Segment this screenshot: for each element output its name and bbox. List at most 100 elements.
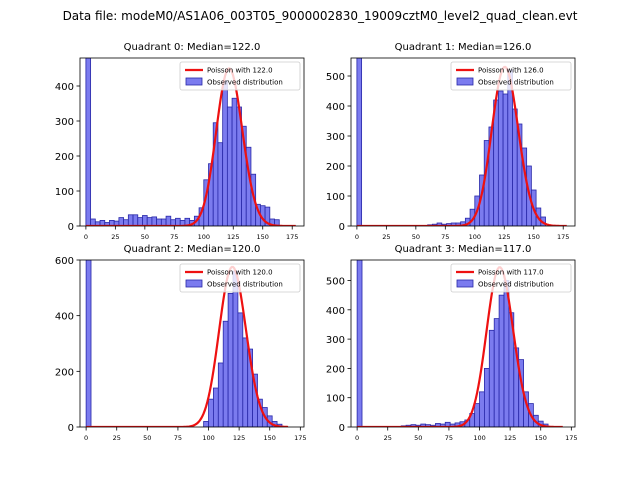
histogram-bar	[226, 106, 233, 226]
poisson-curve	[85, 67, 296, 226]
histogram-bar	[237, 312, 244, 427]
histogram-bars	[85, 260, 283, 427]
x-tick-label: 75	[441, 233, 449, 241]
legend-line-label: Poisson with 117.0	[478, 269, 544, 277]
y-tick-label: 300	[55, 117, 74, 128]
legend-box	[450, 263, 572, 293]
x-tick-label: 25	[111, 233, 119, 241]
histogram-bar	[213, 387, 219, 427]
x-tick-label: 50	[414, 434, 422, 442]
x-tick-label: 0	[355, 233, 359, 241]
y-tick-label: 200	[326, 364, 345, 375]
histogram-bar	[497, 90, 504, 226]
subplot-quadrant-1: Quadrant 1: Median=126.0 0 25 50 75 100 125 150…	[326, 42, 576, 241]
x-tick-label: 125	[504, 434, 516, 442]
subplot-title: Quadrant 3: Median=117.0	[395, 244, 532, 255]
legend-line-label: Poisson with 122.0	[207, 67, 273, 75]
histogram-bar	[142, 215, 148, 226]
y-tick-label: 0	[68, 222, 74, 233]
x-tick-label: 175	[294, 434, 306, 442]
histogram-bar	[488, 329, 495, 427]
x-tick-label: 175	[557, 233, 569, 241]
histogram-bar	[222, 320, 229, 427]
y-tick-label: 0	[68, 423, 74, 434]
subplot-title: Quadrant 0: Median=122.0	[124, 42, 261, 53]
histogram-bar	[222, 80, 228, 226]
poisson-curve	[356, 65, 567, 226]
histogram-bar	[165, 215, 172, 226]
histogram-bar	[502, 93, 509, 226]
axes-frame	[79, 259, 305, 428]
histogram-bar	[356, 58, 363, 226]
legend-bar-swatch	[185, 279, 203, 288]
axes-frame	[350, 259, 576, 428]
y-tick-label: 300	[326, 132, 345, 143]
x-tick-label: 75	[170, 233, 178, 241]
histogram-bar	[493, 318, 500, 427]
legend-box	[179, 263, 301, 293]
x-tick-label: 100	[473, 434, 485, 442]
legend-bar-label: Observed distribution	[207, 281, 283, 289]
histogram-bar	[217, 142, 224, 226]
y-tick-label: 500	[326, 277, 345, 288]
x-tick-label: 150	[257, 233, 269, 241]
x-tick-label: 125	[233, 434, 245, 442]
x-tick-label: 25	[384, 434, 392, 442]
histogram-bar	[493, 99, 499, 226]
y-tick-label: 100	[55, 187, 74, 198]
subplot-quadrant-2: Quadrant 2: Median=120.0 0 25 50 75 100 125 150…	[55, 244, 307, 442]
histogram-bar	[232, 270, 239, 427]
x-tick-label: 50	[141, 233, 149, 241]
histogram-bar	[498, 294, 505, 427]
figure-suptitle: Data file: modeM0/AS1A06_003T05_90000028…	[63, 9, 578, 23]
x-tick-label: 175	[565, 434, 577, 442]
histogram-bar	[208, 398, 214, 427]
histogram-bar	[175, 217, 181, 226]
y-tick-label: 200	[55, 152, 74, 163]
legend-line-label: Poisson with 120.0	[207, 269, 273, 277]
x-tick-label: 125	[227, 233, 239, 241]
y-tick-label: 200	[326, 162, 345, 173]
x-tick-label: 100	[198, 233, 210, 241]
x-tick-label: 0	[355, 434, 359, 442]
x-tick-label: 150	[264, 434, 276, 442]
x-tick-label: 50	[412, 233, 420, 241]
legend-bar-label: Observed distribution	[478, 79, 554, 87]
poisson-curve	[357, 266, 563, 427]
histogram-bar	[479, 391, 485, 427]
x-tick-label: 150	[535, 434, 547, 442]
subplot-title: Quadrant 1: Median=126.0	[395, 42, 532, 53]
histogram-bar	[137, 217, 143, 226]
x-tick-label: 50	[143, 434, 151, 442]
histogram-bar	[151, 216, 158, 226]
subplot-grid: Quadrant 0: Median=122.0 0 25 50 75 100 125 150…	[55, 42, 578, 442]
legend-box	[179, 61, 301, 91]
legend-bar-swatch	[456, 77, 474, 86]
histogram-bar	[118, 217, 125, 226]
legend: Poisson with 122.0 Observed distribution	[179, 61, 301, 91]
legend: Poisson with 120.0 Observed distribution	[179, 263, 301, 293]
histogram-bar	[242, 337, 249, 427]
axes-frame	[350, 57, 576, 227]
y-tick-label: 0	[339, 423, 345, 434]
legend-line-label: Poisson with 126.0	[478, 67, 544, 75]
axes-frame	[79, 57, 305, 227]
y-tick-label: 600	[55, 256, 74, 267]
legend: Poisson with 117.0 Observed distribution	[450, 263, 572, 293]
x-tick-label: 100	[469, 233, 481, 241]
x-tick-label: 150	[528, 233, 540, 241]
x-tick-label: 100	[202, 434, 214, 442]
histogram-bar	[227, 292, 234, 427]
x-tick-label: 75	[174, 434, 182, 442]
x-tick-label: 0	[84, 233, 88, 241]
subplot-quadrant-3: Quadrant 3: Median=117.0 0 25 50 75 100 125 150…	[326, 244, 578, 442]
x-tick-label: 75	[445, 434, 453, 442]
x-tick-label: 125	[498, 233, 510, 241]
y-tick-label: 300	[326, 335, 345, 346]
x-tick-label: 0	[84, 434, 88, 442]
histogram-bar	[484, 368, 490, 427]
histogram-bar	[203, 421, 209, 427]
subplot-title: Quadrant 2: Median=120.0	[124, 244, 261, 255]
y-tick-label: 100	[326, 394, 345, 405]
